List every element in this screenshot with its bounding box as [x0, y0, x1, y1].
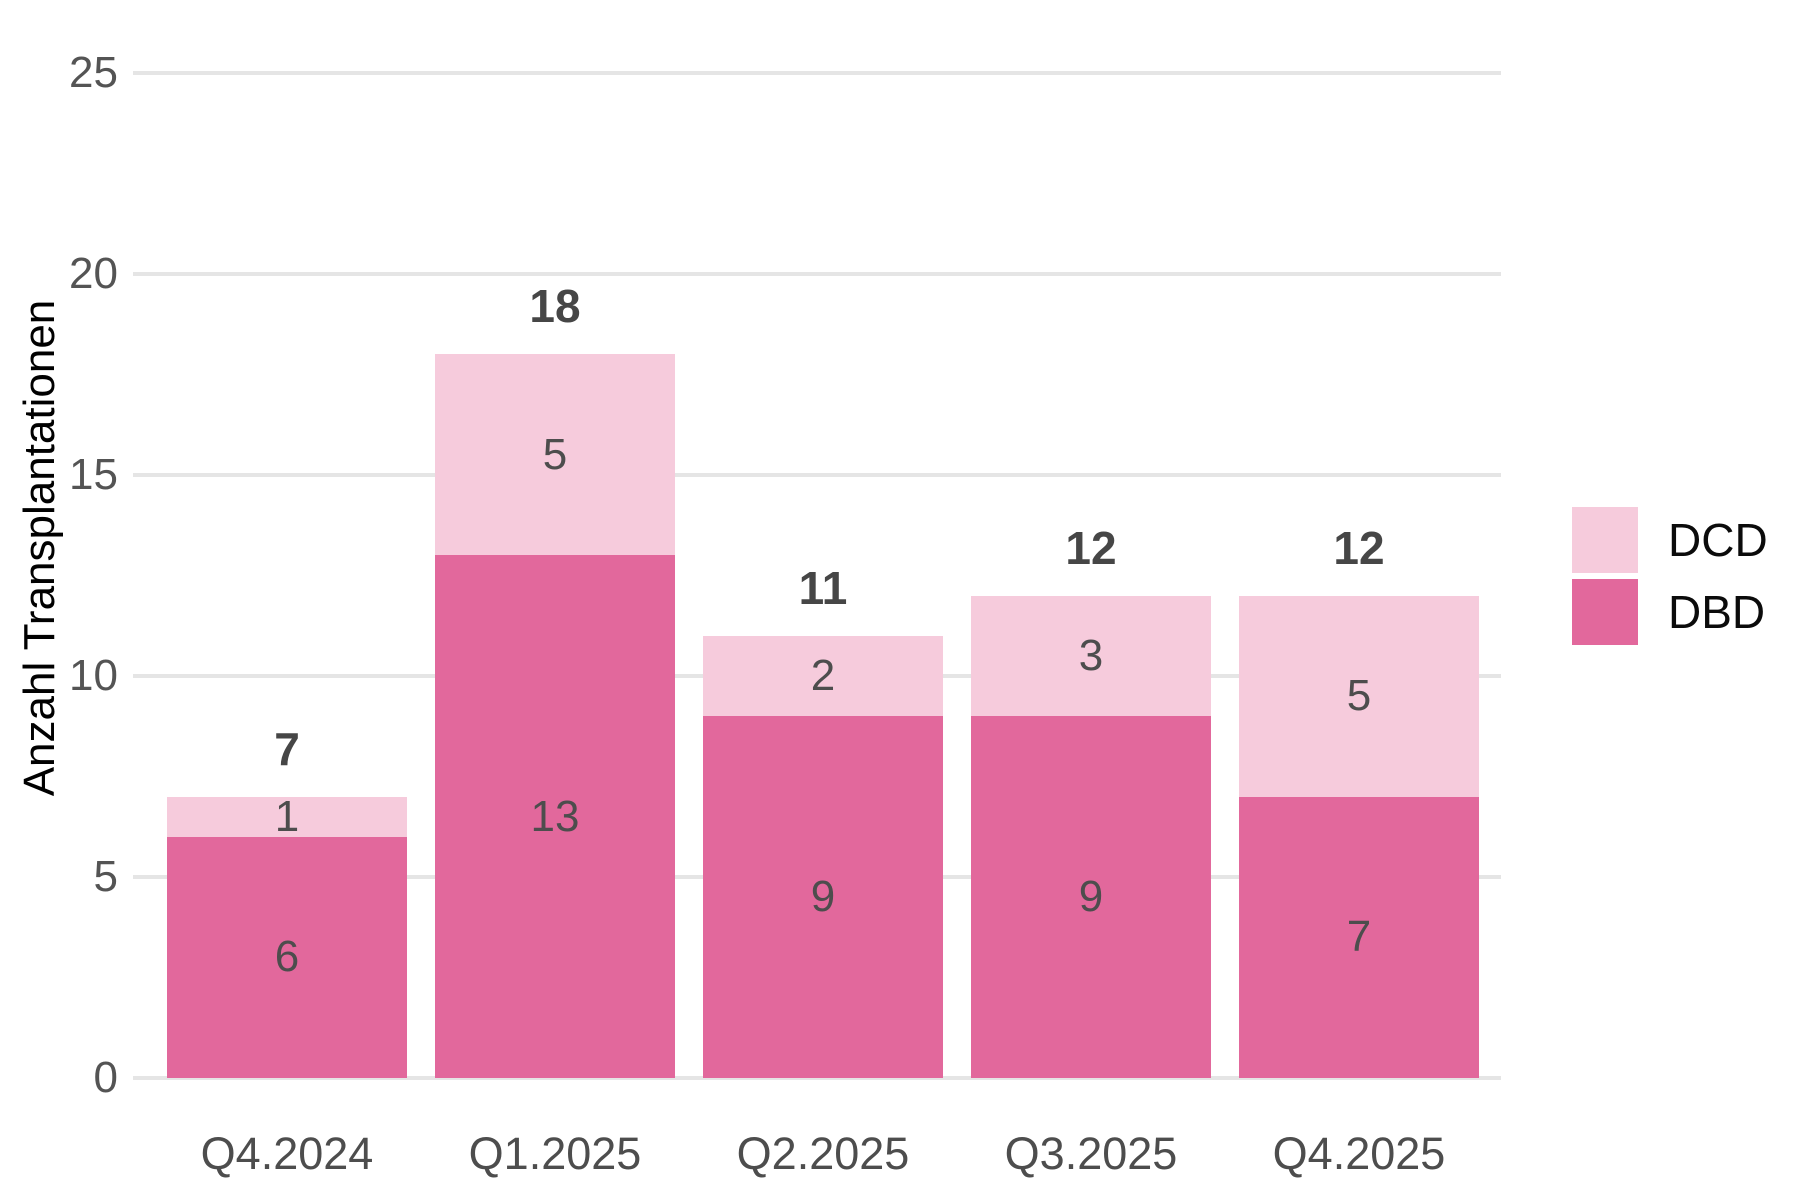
x-tick-label: Q3.2025 — [1004, 1128, 1178, 1179]
segment-value-label: 13 — [530, 791, 580, 841]
bar-segment-dcd: 2 — [703, 635, 943, 717]
y-tick-label: 0 — [93, 1053, 118, 1102]
segment-value-label: 2 — [810, 650, 836, 700]
segment-value-label: 9 — [1078, 872, 1104, 922]
bar-total-label: 12 — [1333, 521, 1385, 574]
bar-segment-dcd: 1 — [167, 792, 407, 841]
bar-segment-dcd: 5 — [1239, 595, 1479, 797]
x-tick-label: Q1.2025 — [468, 1128, 642, 1179]
bar-total-label: 11 — [798, 561, 848, 614]
x-tick-label: Q2.2025 — [736, 1128, 910, 1179]
y-tick-label: 10 — [69, 651, 118, 700]
segment-value-label: 5 — [542, 429, 568, 479]
segment-value-label: 7 — [1346, 912, 1372, 962]
gridline — [133, 71, 1501, 75]
legend-label: DBD — [1668, 586, 1766, 638]
legend-item-dcd: DCD — [1572, 507, 1768, 573]
y-tick-label: 20 — [69, 249, 118, 298]
segment-value-label: 1 — [274, 791, 300, 841]
x-tick-label: Q4.2024 — [200, 1128, 374, 1179]
bar-segment-dbd: 6 — [167, 836, 407, 1078]
bar-segment-dbd: 7 — [1239, 796, 1479, 1078]
y-axis-title: Anzahl Transplantationen — [15, 299, 64, 797]
y-tick-label: 15 — [69, 450, 118, 499]
legend-swatch-dcd — [1572, 507, 1638, 573]
segment-value-label: 9 — [810, 872, 836, 922]
y-tick-label: 25 — [69, 48, 118, 97]
bar-total-label: 18 — [529, 280, 581, 333]
segment-value-label: 6 — [274, 932, 300, 982]
bar-segment-dbd: 9 — [971, 716, 1211, 1078]
bar-segment-dcd: 3 — [971, 595, 1211, 717]
segment-value-label: 5 — [1346, 671, 1372, 721]
gridline — [133, 1076, 1501, 1080]
bar-total-label: 7 — [274, 722, 300, 775]
gridline — [133, 473, 1501, 477]
legend-swatch-dbd — [1572, 579, 1638, 645]
bar-total-label: 12 — [1065, 521, 1117, 574]
bar-segment-dcd: 5 — [435, 354, 675, 556]
legend: DCD DBD — [1572, 507, 1768, 645]
x-tick-label: Q4.2025 — [1272, 1128, 1446, 1179]
segment-value-label: 3 — [1078, 630, 1104, 680]
bar-segment-dbd: 9 — [703, 716, 943, 1078]
y-tick-label: 5 — [93, 852, 118, 901]
legend-item-dbd: DBD — [1572, 579, 1768, 645]
bar-segment-dbd: 13 — [435, 555, 675, 1078]
gridline — [133, 272, 1501, 276]
legend-label: DCD — [1668, 514, 1768, 566]
